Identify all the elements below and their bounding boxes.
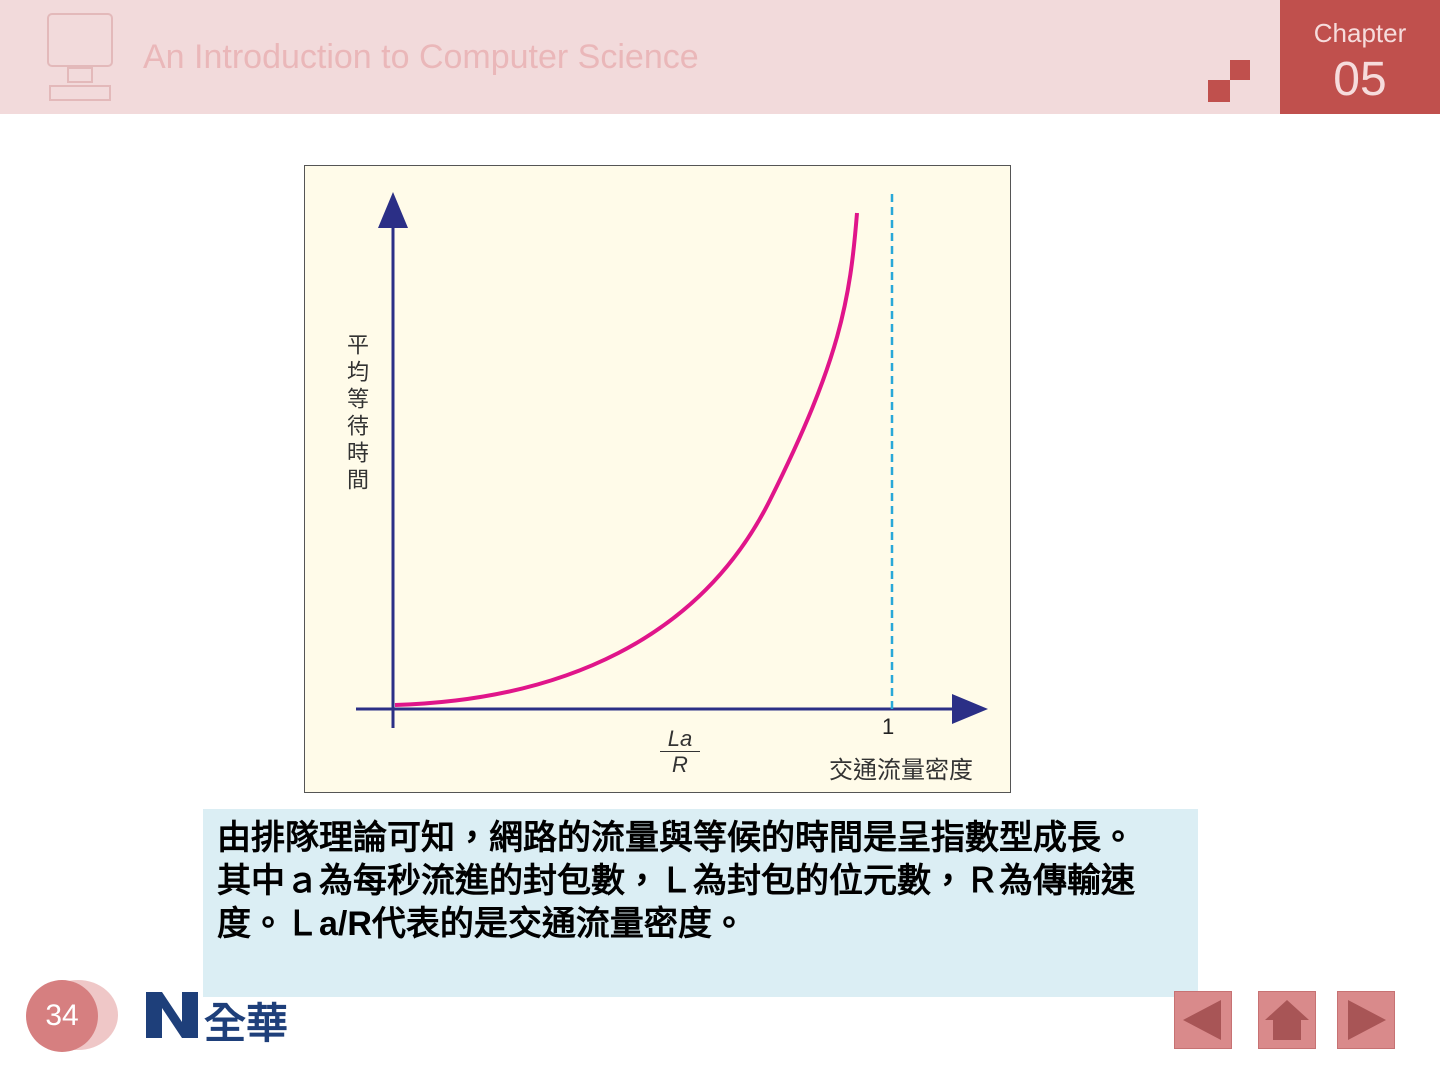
header-title: An Introduction to Computer Science [143,38,699,76]
curve [394,212,859,707]
caption-paragraph: 其中ａ為每秒流進的封包數，Ｌ為封包的位元數，Ｒ為傳輸速度。Ｌa/R代表的是交通流… [217,862,1135,943]
next-button[interactable] [1337,991,1395,1049]
next-icon [1348,1000,1386,1040]
page-number: 34 [26,980,98,1052]
x-tick-label: 1 [882,714,895,739]
header: An Introduction to Computer Science Chap… [0,0,1440,114]
fraction-numerator: La [660,726,700,752]
home-button[interactable] [1258,991,1316,1049]
x-axis-label: 交通流量密度 [829,757,973,784]
logo-text: 全華 [204,1000,289,1047]
logo-mark [146,992,198,1038]
computer-icon [47,13,113,101]
chapter-label: Chapter [1313,18,1407,48]
fraction-denominator: R [672,752,688,777]
fraction: La R [660,726,700,777]
caption: 由排隊理論可知，網路的流量與等候的時間是呈指數型成長。 其中ａ為每秒流進的封包數… [203,809,1198,997]
caption-paragraph: 由排隊理論可知，網路的流量與等候的時間是呈指數型成長。 [217,819,1135,857]
prev-icon [1183,1000,1221,1040]
header-squares [1208,60,1250,102]
chapter-number: 05 [1333,53,1387,106]
home-icon [1265,1000,1309,1040]
y-axis-label: 平均等待時間 [344,333,369,495]
chapter-box: Chapter 05 [1280,0,1440,114]
prev-button[interactable] [1174,991,1232,1049]
